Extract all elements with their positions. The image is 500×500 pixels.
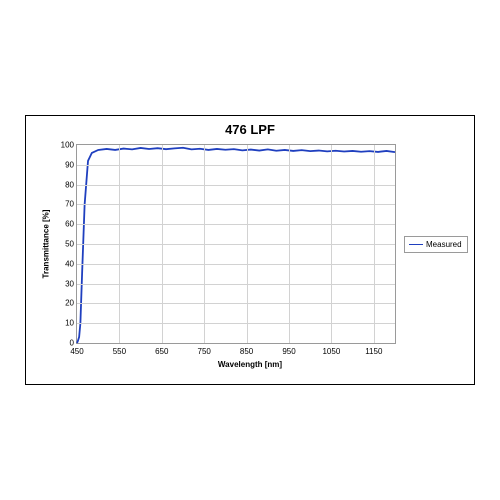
y-tick-label: 60 — [54, 220, 74, 229]
x-tick-label: 850 — [232, 347, 262, 356]
gridline-vertical — [162, 145, 163, 343]
legend-series-label: Measured — [426, 240, 462, 249]
gridline-horizontal — [77, 323, 395, 324]
chart-title: 476 LPF — [26, 122, 474, 137]
legend: Measured — [404, 236, 468, 253]
x-axis-label: Wavelength [nm] — [26, 360, 474, 369]
gridline-horizontal — [77, 165, 395, 166]
gridline-horizontal — [77, 185, 395, 186]
y-tick-label: 100 — [54, 141, 74, 150]
gridline-vertical — [204, 145, 205, 343]
image-frame: 476 LPF Transmittance [%] 01020304050607… — [0, 0, 500, 500]
x-tick-label: 1050 — [316, 347, 346, 356]
gridline-vertical — [331, 145, 332, 343]
y-tick-label: 50 — [54, 240, 74, 249]
x-tick-label: 750 — [189, 347, 219, 356]
x-tick-label: 550 — [104, 347, 134, 356]
y-tick-label: 80 — [54, 180, 74, 189]
gridline-vertical — [289, 145, 290, 343]
y-axis-label: Transmittance [%] — [42, 210, 51, 279]
legend-line — [409, 244, 423, 245]
y-tick-label: 20 — [54, 299, 74, 308]
gridline-horizontal — [77, 244, 395, 245]
x-tick-label: 450 — [62, 347, 92, 356]
gridline-horizontal — [77, 284, 395, 285]
gridline-vertical — [119, 145, 120, 343]
y-tick-label: 70 — [54, 200, 74, 209]
x-tick-label: 1150 — [359, 347, 389, 356]
y-tick-label: 10 — [54, 319, 74, 328]
x-tick-label: 650 — [147, 347, 177, 356]
y-tick-label: 40 — [54, 259, 74, 268]
x-tick-label: 950 — [274, 347, 304, 356]
y-tick-label: 30 — [54, 279, 74, 288]
chart-container: 476 LPF Transmittance [%] 01020304050607… — [25, 115, 475, 385]
gridline-vertical — [247, 145, 248, 343]
y-tick-label: 90 — [54, 160, 74, 169]
gridline-vertical — [374, 145, 375, 343]
plot-area: 0102030405060708090100450550650750850950… — [76, 144, 396, 344]
gridline-horizontal — [77, 204, 395, 205]
series-line — [77, 148, 395, 343]
gridline-horizontal — [77, 303, 395, 304]
gridline-horizontal — [77, 224, 395, 225]
gridline-horizontal — [77, 264, 395, 265]
